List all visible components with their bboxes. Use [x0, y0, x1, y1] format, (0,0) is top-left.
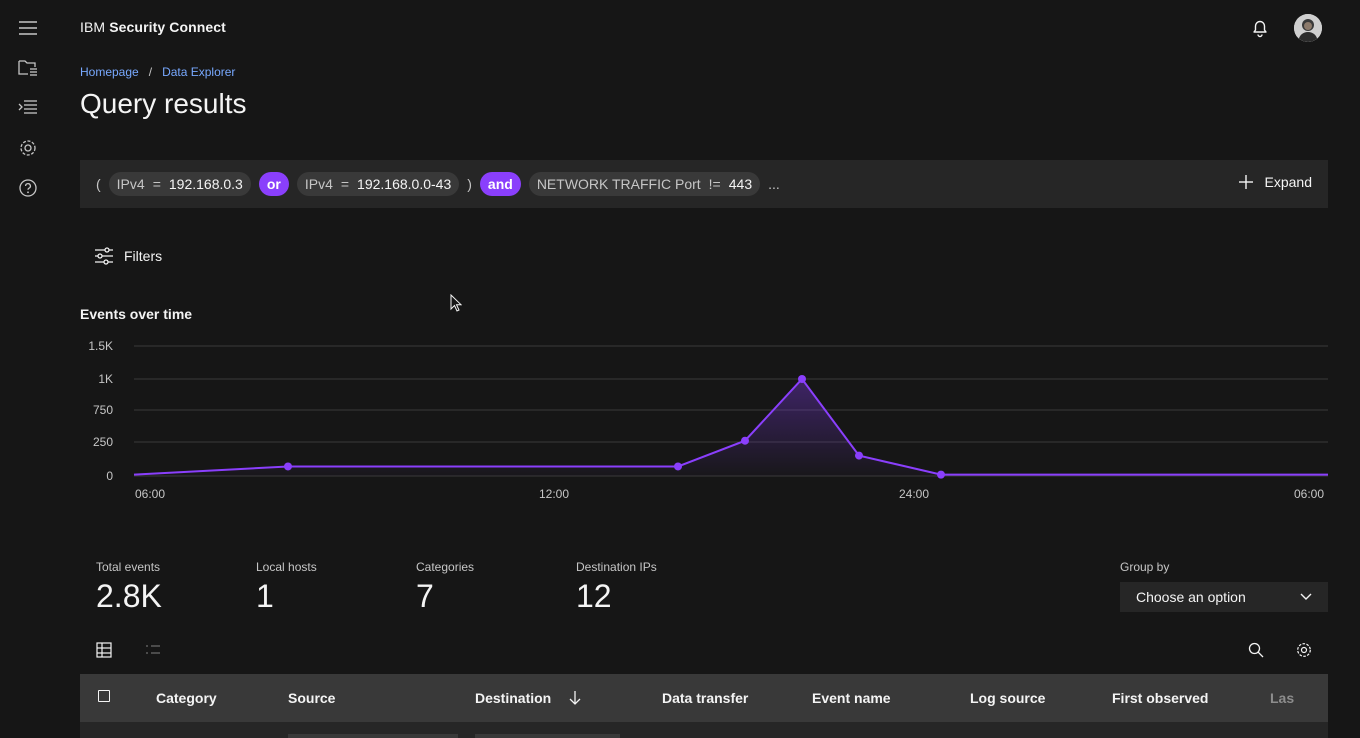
- group-by-control: Group by Choose an option: [1120, 560, 1328, 612]
- row-placeholder: [288, 734, 458, 738]
- chip-field: NETWORK TRAFFIC Port: [536, 176, 701, 192]
- column-data-transfer[interactable]: Data transfer: [662, 690, 749, 706]
- plus-icon: [1238, 175, 1253, 189]
- sliders-icon: [95, 247, 113, 265]
- menu-icon[interactable]: [18, 18, 38, 38]
- chip-field: IPv4: [304, 176, 333, 192]
- data-point: [798, 375, 806, 383]
- series-area: [134, 379, 1328, 476]
- brand-prefix: IBM: [80, 19, 106, 35]
- side-rail: [0, 0, 56, 738]
- top-header: IBM Security Connect: [56, 0, 1360, 56]
- column-category[interactable]: Category: [156, 690, 217, 706]
- data-point: [855, 451, 863, 460]
- y-tick-label: 0: [106, 469, 113, 483]
- breadcrumb-data-explorer-link[interactable]: Data Explorer: [162, 65, 236, 79]
- group-by-label: Group by: [1120, 560, 1170, 574]
- chart-title: Events over time: [80, 306, 193, 322]
- metric-categories: Categories 7: [416, 560, 474, 615]
- filters-label: Filters: [124, 248, 163, 264]
- group-by-placeholder: Choose an option: [1136, 589, 1246, 605]
- query-chip-ipv4-2[interactable]: IPv4 = 192.168.0.0-43: [296, 172, 460, 196]
- column-event-name[interactable]: Event name: [812, 690, 891, 706]
- chip-value: 192.168.0.0-43: [357, 176, 452, 192]
- and-operator-chip[interactable]: and: [479, 172, 521, 196]
- column-destination-label: Destination: [475, 690, 552, 706]
- close-paren: ): [467, 176, 472, 192]
- table-header: Category Source Destination Data transfe…: [80, 674, 1328, 722]
- query-chip-port[interactable]: NETWORK TRAFFIC Port != 443: [528, 172, 761, 196]
- metric-value: 2.8K: [96, 578, 162, 614]
- open-paren: (: [96, 176, 101, 192]
- chip-field: IPv4: [116, 176, 145, 192]
- series-line: [133, 377, 1328, 476]
- metric-local-hosts: Local hosts 1: [256, 560, 317, 615]
- y-tick-label: 250: [93, 435, 113, 449]
- query-more-ellipsis[interactable]: ...: [768, 176, 780, 192]
- column-last-observed[interactable]: Las: [1270, 690, 1295, 706]
- y-tick-label: 1.5K: [88, 339, 113, 353]
- chip-value: 443: [728, 176, 753, 192]
- data-point: [284, 462, 292, 471]
- metric-label: Categories: [416, 560, 475, 574]
- chip-operator: =: [152, 176, 161, 192]
- breadcrumb-separator: /: [148, 65, 153, 79]
- x-tick-label: 12:00: [539, 487, 569, 501]
- data-point: [674, 462, 682, 471]
- metric-value: 12: [576, 578, 612, 614]
- settings-icon[interactable]: [18, 138, 38, 158]
- query-chip-ipv4-1[interactable]: IPv4 = 192.168.0.3: [108, 172, 251, 196]
- column-destination[interactable]: Destination: [475, 690, 581, 706]
- chip-value: 192.168.0.3: [168, 176, 243, 192]
- notification-bell-icon[interactable]: [1250, 18, 1270, 38]
- expand-label: Expand: [1264, 174, 1312, 190]
- metric-label: Destination IPs: [576, 560, 657, 574]
- column-source[interactable]: Source: [288, 690, 336, 706]
- metric-total-events: Total events 2.8K: [96, 560, 162, 615]
- chip-operator: =: [340, 176, 350, 192]
- query-bar: ( IPv4 = 192.168.0.3 or IPv4 = 192.168.0.0-4…: [80, 160, 1328, 208]
- y-tick-label: 750: [93, 403, 113, 417]
- user-avatar[interactable]: [1294, 14, 1322, 42]
- metric-label: Total events: [96, 560, 161, 574]
- column-log-source[interactable]: Log source: [970, 690, 1046, 706]
- table-row[interactable]: [80, 722, 1328, 738]
- table-view-icon[interactable]: [96, 642, 112, 658]
- metric-value: 7: [416, 578, 434, 614]
- metric-destination-ips: Destination IPs 12: [576, 560, 657, 615]
- x-tick-label: 06:00: [1294, 487, 1324, 501]
- brand-name: Security Connect: [109, 19, 226, 35]
- data-point: [937, 470, 945, 479]
- list-view-icon[interactable]: [145, 642, 161, 658]
- search-icon[interactable]: [1248, 642, 1264, 658]
- expand-button[interactable]: Expand: [1238, 174, 1312, 190]
- x-tick-label: 24:00: [899, 487, 929, 501]
- group-by-select[interactable]: Choose an option: [1120, 582, 1328, 612]
- metric-value: 1: [256, 578, 274, 614]
- metric-label: Local hosts: [256, 560, 317, 574]
- mouse-cursor-icon: [450, 294, 462, 312]
- brand-title[interactable]: IBM Security Connect: [80, 19, 226, 35]
- chip-operator: !=: [708, 176, 721, 192]
- breadcrumb: Homepage / Data Explorer: [80, 65, 235, 79]
- column-first-observed[interactable]: First observed: [1112, 690, 1209, 706]
- filters-button[interactable]: Filters: [94, 246, 162, 266]
- page-title: Query results: [80, 88, 247, 119]
- sort-arrow-down-icon: [569, 691, 581, 705]
- data-point: [741, 436, 749, 445]
- help-icon[interactable]: [18, 178, 38, 198]
- events-over-time-chart: 1.5K 1K 750 250 0 06:00 12:00 24:00 06:00: [88, 339, 1328, 501]
- chevron-down-icon: [1300, 593, 1312, 600]
- folder-list-icon[interactable]: [18, 58, 38, 78]
- or-operator-chip[interactable]: or: [258, 172, 289, 196]
- y-tick-label: 1K: [98, 372, 113, 386]
- x-tick-label: 06:00: [135, 487, 165, 501]
- table-settings-icon[interactable]: [1296, 642, 1312, 658]
- select-all-checkbox[interactable]: [98, 690, 110, 702]
- list-indent-icon[interactable]: [18, 98, 38, 118]
- row-placeholder: [475, 734, 620, 738]
- breadcrumb-homepage-link[interactable]: Homepage: [80, 65, 139, 79]
